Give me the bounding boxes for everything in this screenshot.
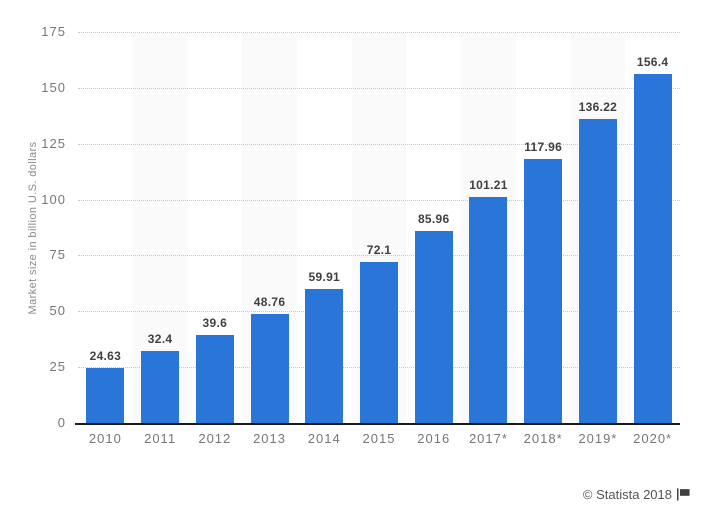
plot-area: 24.63 32.4 39.6 48.76 59.91 72.1 85.96 101.21 11… xyxy=(75,32,680,425)
gridline xyxy=(78,199,680,201)
x-tick-label: 2017* xyxy=(468,431,508,446)
bar-2012[interactable] xyxy=(195,334,234,423)
value-label: 85.96 xyxy=(417,211,450,226)
value-label: 72.1 xyxy=(366,242,392,257)
y-tick-label: 100 xyxy=(41,191,66,207)
y-tick-label: 175 xyxy=(41,24,66,39)
x-tick-label: 2019* xyxy=(578,431,618,446)
value-label: 39.6 xyxy=(202,315,228,330)
y-tick-label: 0 xyxy=(57,415,66,430)
x-tick-label: 2014 xyxy=(307,431,341,446)
footer: © Statista 2018 xyxy=(583,487,690,502)
value-label: 101.21 xyxy=(469,177,508,192)
copyright-text: © Statista 2018 xyxy=(582,487,672,502)
x-tick-label: 2016 xyxy=(417,431,451,446)
x-tick-label: 2018* xyxy=(523,431,563,446)
bar-2017[interactable] xyxy=(469,196,508,423)
x-tick-label: 2015 xyxy=(362,431,396,446)
y-tick-label: 50 xyxy=(49,303,66,319)
x-tick-label: 2012 xyxy=(198,431,232,446)
value-label: 136.22 xyxy=(578,99,618,114)
gridline xyxy=(78,87,680,89)
value-label: 117.96 xyxy=(524,140,563,155)
bar-2016[interactable] xyxy=(414,230,453,423)
bar-2020[interactable] xyxy=(633,73,672,423)
gridline xyxy=(78,143,680,145)
y-tick-label: 75 xyxy=(49,247,66,263)
y-tick-label: 125 xyxy=(41,135,66,151)
bar-2019[interactable] xyxy=(578,118,617,423)
x-tick-label: 2010 xyxy=(88,431,122,446)
gridline xyxy=(78,255,680,257)
gridline xyxy=(78,32,680,33)
bar-2011[interactable] xyxy=(141,350,180,423)
bar-2013[interactable] xyxy=(250,314,289,423)
value-label: 24.63 xyxy=(89,348,122,363)
bar-2015[interactable] xyxy=(360,261,398,423)
value-label: 48.76 xyxy=(253,295,286,310)
y-tick-label: 150 xyxy=(41,79,66,95)
bar-2014[interactable] xyxy=(305,289,344,423)
x-tick-label: 2020* xyxy=(633,431,673,446)
x-tick-label: 2011 xyxy=(144,431,177,446)
x-axis-line xyxy=(75,423,680,425)
bar-2018[interactable] xyxy=(524,159,563,423)
y-axis-title: Market size in billion U.S. dollars xyxy=(27,141,39,315)
bar-2010[interactable] xyxy=(86,367,125,423)
y-tick-label: 25 xyxy=(49,359,66,375)
flag-icon xyxy=(677,488,690,501)
value-label: 32.4 xyxy=(147,331,173,346)
value-label: 156.4 xyxy=(636,54,669,69)
value-label: 59.91 xyxy=(308,270,341,285)
x-tick-label: 2013 xyxy=(253,431,286,446)
